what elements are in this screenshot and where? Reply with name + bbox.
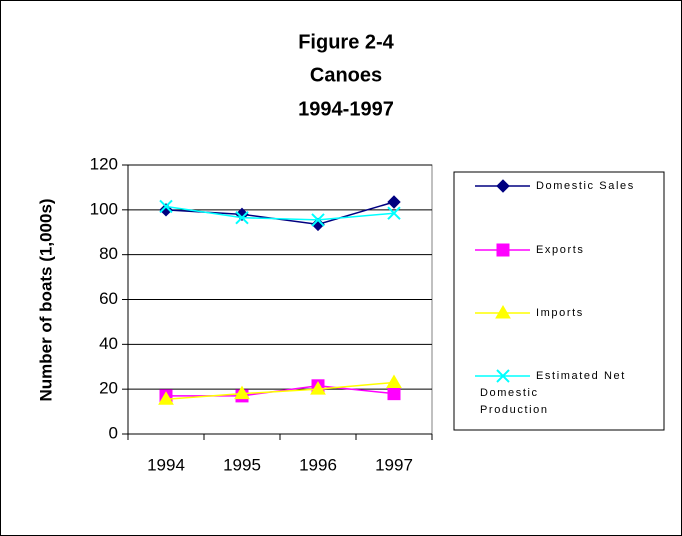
marker	[159, 199, 173, 214]
chart-title: Canoes	[310, 64, 382, 86]
chart-title: 1994-1997	[298, 98, 394, 120]
legend-box	[453, 171, 665, 431]
y-tick-label: 120	[90, 154, 118, 173]
y-axis-label: Number of boats (1,000s)	[36, 198, 55, 401]
y-tick-label: 100	[90, 199, 118, 218]
series-line	[165, 381, 395, 401]
legend-label: Imports	[536, 307, 584, 319]
marker	[387, 195, 401, 209]
marker	[496, 179, 510, 193]
marker	[235, 210, 249, 225]
marker	[495, 305, 511, 319]
x-tick-label: 1994	[147, 455, 185, 474]
y-tick-label: 60	[99, 289, 118, 308]
x-tick-label: 1996	[299, 455, 337, 474]
legend-label: Domestic Sales	[536, 180, 635, 192]
marker	[496, 369, 510, 383]
y-tick-label: 40	[99, 334, 118, 353]
x-tick-label: 1997	[375, 455, 413, 474]
marker	[496, 243, 510, 257]
y-tick-label: 0	[109, 423, 118, 442]
marker	[311, 217, 325, 232]
marker	[159, 203, 173, 217]
legend-label: Estimated Net Domestic Production	[480, 370, 626, 416]
y-tick-label: 20	[99, 379, 118, 398]
legend-label: Exports	[536, 244, 585, 256]
marker	[158, 391, 174, 405]
series-line	[165, 205, 395, 221]
marker	[387, 387, 401, 401]
chart-title: Figure 2-4	[298, 31, 394, 53]
marker	[310, 381, 326, 395]
marker	[234, 385, 250, 400]
marker	[311, 213, 325, 227]
x-tick-label: 1995	[223, 455, 261, 474]
marker	[386, 374, 402, 388]
marker	[387, 206, 401, 220]
y-tick-label: 80	[99, 244, 118, 263]
